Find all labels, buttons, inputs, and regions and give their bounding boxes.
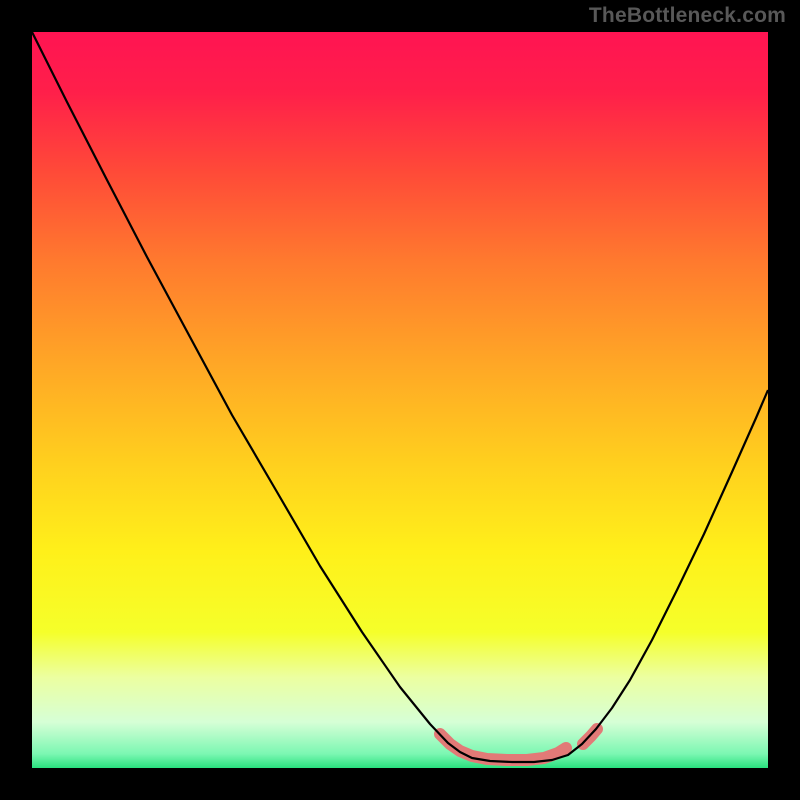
chart-frame: TheBottleneck.com [0,0,800,800]
plot-background [32,32,768,768]
bottleneck-chart [0,0,800,800]
